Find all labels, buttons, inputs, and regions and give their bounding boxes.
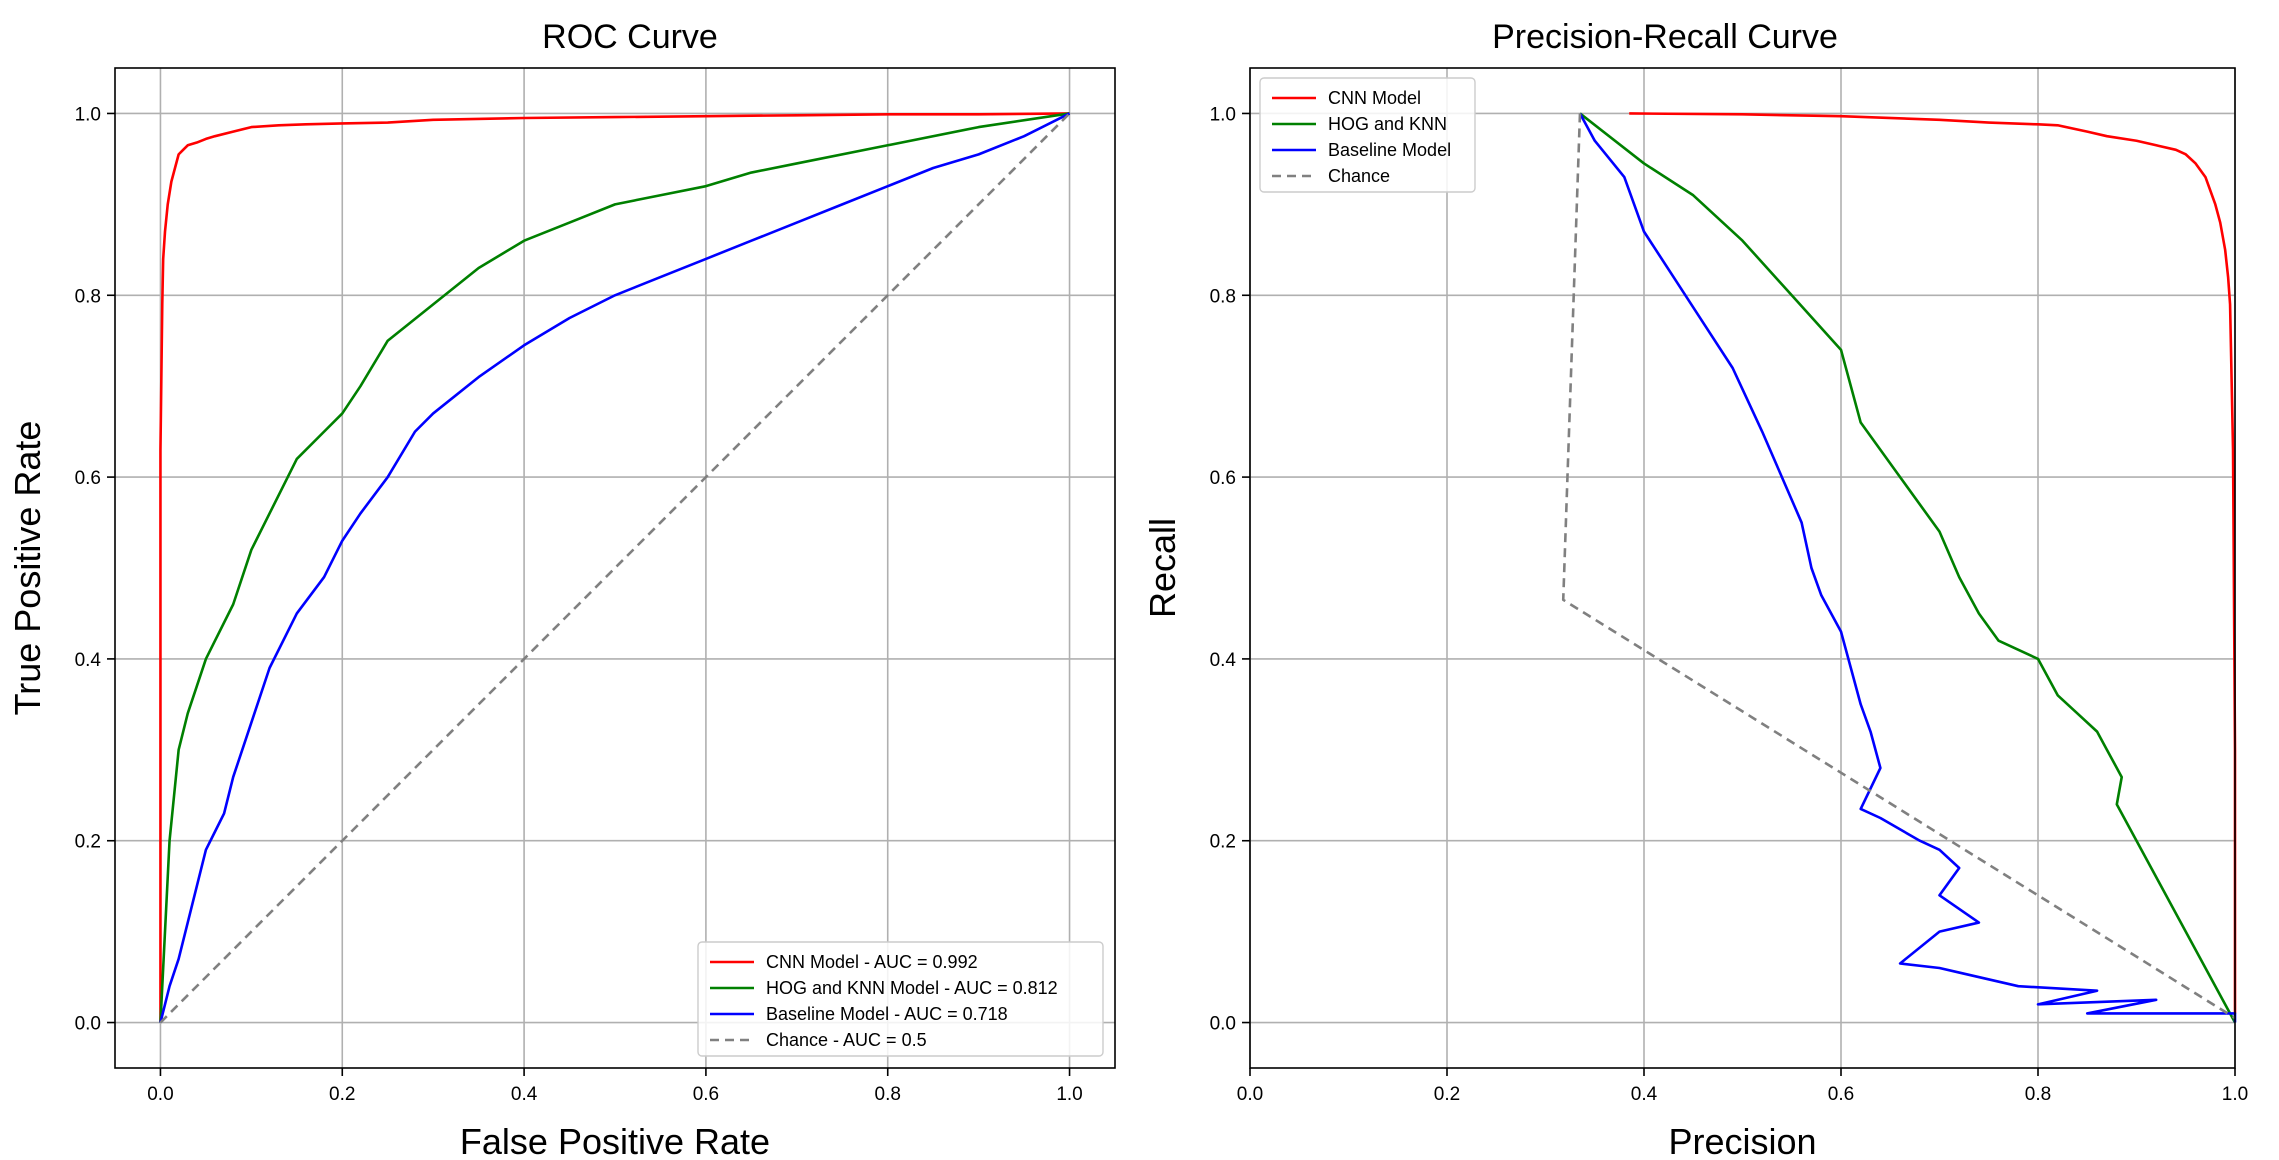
roc-legend: CNN Model - AUC = 0.992 HOG and KNN Model… xyxy=(697,941,1104,1057)
roc-panel: ROC Curve 0.0 0.2 0.4 0.6 0.8 1.0 0.0 0.2 0.4 0.6… xyxy=(7,18,1116,1160)
pr-x-axis-label: Precision xyxy=(1668,1121,1816,1160)
roc-x-tick-label: 0.6 xyxy=(693,1084,719,1105)
roc-legend-box xyxy=(697,941,1104,1057)
pr-x-tick-label: 0.6 xyxy=(1828,1084,1854,1105)
pr-ticks: 0.0 0.2 0.4 0.6 0.8 1.0 0.0 0.2 0.4 0.6 0.8 1.0 xyxy=(1210,104,2249,1105)
roc-series xyxy=(159,112,1071,1024)
pr-x-tick-label: 0.8 xyxy=(2025,1084,2051,1105)
pr-legend-label-hog: HOG and KNN xyxy=(1328,114,1447,134)
roc-y-tick-label: 0.4 xyxy=(75,650,102,671)
pr-y-tick-label: 0.8 xyxy=(1210,286,1236,307)
roc-legend-label-baseline: Baseline Model - AUC = 0.718 xyxy=(766,1004,1008,1024)
pr-y-axis-label: Recall xyxy=(1142,518,1183,618)
pr-series-hog-line xyxy=(1579,112,2237,1024)
roc-y-tick-label: 1.0 xyxy=(75,104,101,125)
pr-y-tick-label: 0.6 xyxy=(1210,468,1236,489)
roc-legend-label-cnn: CNN Model - AUC = 0.992 xyxy=(766,952,978,972)
roc-y-tick-label: 0.6 xyxy=(75,468,101,489)
roc-y-tick-label: 0.2 xyxy=(75,832,101,853)
pr-y-tick-label: 1.0 xyxy=(1210,104,1236,125)
roc-x-tick-label: 0.4 xyxy=(511,1084,538,1105)
pr-series-cnn-line xyxy=(1629,112,2237,1014)
pr-y-tick-label: 0.2 xyxy=(1210,832,1236,853)
roc-series-chance-line xyxy=(159,112,1071,1024)
pr-plot-frame xyxy=(1249,67,2236,1069)
roc-y-tick-label: 0.8 xyxy=(75,286,101,307)
pr-legend: CNN Model HOG and KNN Baseline Model Chance xyxy=(1259,77,1476,193)
roc-x-tick-label: 0.2 xyxy=(329,1084,355,1105)
roc-y-tick-label: 0.0 xyxy=(75,1014,101,1035)
roc-legend-label-hog: HOG and KNN Model - AUC = 0.812 xyxy=(766,978,1058,998)
pr-legend-label-baseline: Baseline Model xyxy=(1328,140,1451,160)
roc-title: ROC Curve xyxy=(542,18,718,56)
pr-series xyxy=(1561,112,2237,1024)
pr-y-tick-label: 0.4 xyxy=(1210,650,1237,671)
roc-series-cnn-line xyxy=(159,112,1070,1023)
pr-legend-label-chance: Chance xyxy=(1328,166,1390,186)
roc-series-baseline-line xyxy=(159,112,1071,1023)
pr-title: Precision-Recall Curve xyxy=(1492,18,1838,56)
pr-x-tick-label: 1.0 xyxy=(2222,1084,2248,1105)
roc-y-axis-label: True Positive Rate xyxy=(7,421,48,716)
pr-series-baseline-line xyxy=(1578,112,2237,1023)
pr-legend-box xyxy=(1259,77,1476,193)
pr-y-tick-label: 0.0 xyxy=(1210,1014,1236,1035)
pr-series-chance-line xyxy=(1561,113,2236,1020)
pr-x-tick-label: 0.2 xyxy=(1434,1084,1460,1105)
pr-x-tick-label: 0.0 xyxy=(1237,1084,1263,1105)
pr-legend-label-cnn: CNN Model xyxy=(1328,88,1421,108)
roc-x-tick-label: 0.8 xyxy=(875,1084,901,1105)
roc-x-tick-label: 0.0 xyxy=(147,1084,173,1105)
roc-legend-label-chance: Chance - AUC = 0.5 xyxy=(766,1030,927,1050)
roc-x-axis-label: False Positive Rate xyxy=(460,1121,770,1160)
pr-x-tick-label: 0.4 xyxy=(1631,1084,1658,1105)
roc-ticks: 0.0 0.2 0.4 0.6 0.8 1.0 0.0 0.2 0.4 0.6 0.8 1.0 xyxy=(75,104,1083,1105)
roc-plot-frame xyxy=(114,67,1116,1069)
roc-series-hog-line xyxy=(159,112,1070,1023)
roc-x-tick-label: 1.0 xyxy=(1056,1084,1082,1105)
pr-panel: Precision-Recall Curve 0.0 0.2 0.4 0.6 0.8 1.… xyxy=(1142,18,2248,1160)
